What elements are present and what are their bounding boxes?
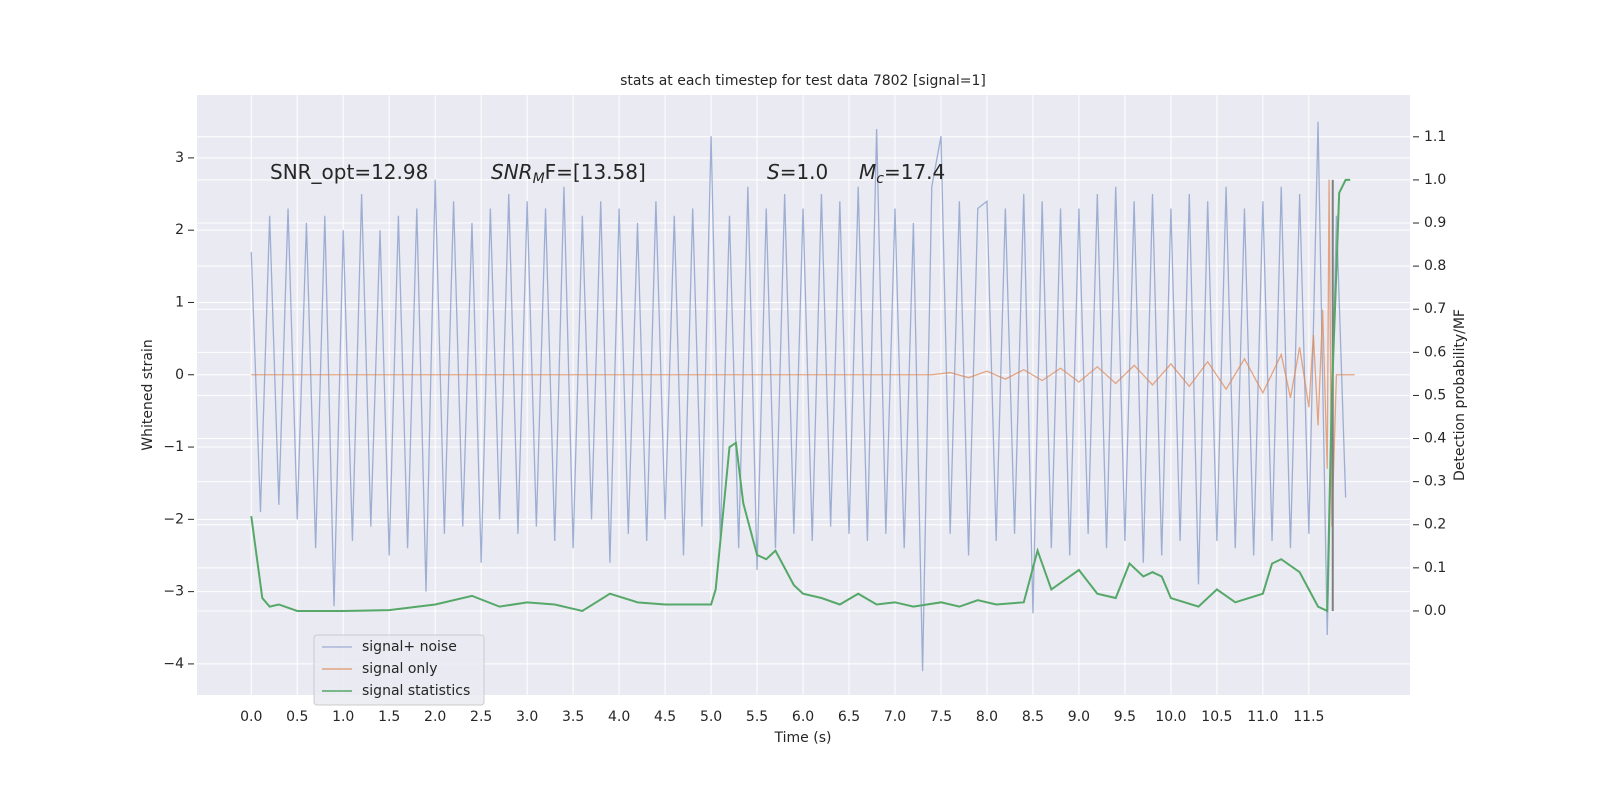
y-tick-label: 1 — [175, 294, 184, 310]
annotation-part: M — [859, 160, 876, 184]
y2-tick-label: 0.2 — [1424, 517, 1446, 533]
x-tick-label: 8.5 — [1022, 709, 1044, 725]
x-tick-label: 0.0 — [240, 709, 262, 725]
legend-label: signal only — [362, 661, 437, 677]
y2-tick-label: 0.4 — [1424, 431, 1446, 447]
x-tick-label: 3.5 — [562, 709, 584, 725]
y-axis-label: Whitened strain — [140, 339, 156, 450]
legend-label: signal+ noise — [362, 639, 457, 655]
legend-label: signal statistics — [362, 683, 470, 699]
y-tick-label: 2 — [175, 222, 184, 238]
y-tick-label: −4 — [163, 656, 184, 672]
series-line — [250, 121, 1347, 672]
chart-title: stats at each timestep for test data 780… — [620, 73, 986, 89]
annotation-part: SNR_opt=12.98 — [270, 160, 428, 184]
y2-tick-label: 0.0 — [1424, 603, 1446, 619]
x-tick-label: 2.0 — [424, 709, 446, 725]
annotation: SNRMF=[13.58] — [491, 160, 646, 188]
annotation-part: c — [876, 171, 884, 187]
x-axis-label: Time (s) — [774, 730, 832, 746]
x-tick-label: 11.0 — [1247, 709, 1278, 725]
y-tick-label: 3 — [175, 150, 184, 166]
y-tick-label: −1 — [163, 439, 184, 455]
x-tick-label: 9.0 — [1068, 709, 1090, 725]
x-tick-label: 7.0 — [884, 709, 906, 725]
annotation-part: =17.4 — [884, 160, 945, 184]
x-tick-label: 4.5 — [654, 709, 676, 725]
legend-box — [313, 634, 485, 706]
x-tick-label: 6.5 — [838, 709, 860, 725]
y2-axis-label: Detection probability/MF — [1452, 309, 1468, 481]
annotation: Mc=17.4 — [859, 160, 945, 188]
series-line — [250, 178, 1351, 613]
series-line — [251, 179, 1355, 527]
x-tick-label: 11.5 — [1293, 709, 1324, 725]
annotation: S=1.0 — [767, 160, 828, 184]
x-tick-label: 1.0 — [332, 709, 354, 725]
x-tick-label: 6.0 — [792, 709, 814, 725]
y2-tick-label: 1.1 — [1424, 129, 1446, 145]
x-tick-label: 3.0 — [516, 709, 538, 725]
x-tick-label: 4.0 — [608, 709, 630, 725]
x-tick-label: 10.5 — [1201, 709, 1232, 725]
y2-tick-label: 0.7 — [1424, 301, 1446, 317]
annotation-part: M — [533, 171, 545, 187]
x-tick-label: 5.5 — [746, 709, 768, 725]
x-tick-label: 9.5 — [1114, 709, 1136, 725]
x-tick-label: 10.0 — [1155, 709, 1186, 725]
x-tick-label: 1.5 — [378, 709, 400, 725]
x-tick-label: 5.0 — [700, 709, 722, 725]
y2-tick-label: 0.9 — [1424, 215, 1446, 231]
y2-tick-label: 0.1 — [1424, 560, 1446, 576]
y-tick-label: −2 — [163, 511, 184, 527]
annotation-part: F=[13.58] — [545, 160, 646, 184]
x-tick-label: 0.5 — [286, 709, 308, 725]
annotation-part: SNR — [491, 160, 533, 184]
labels: 0.0 0.5 1.0 1.5 2.0 2.5 3.0 3.5 4.0 4.5 5.0 5.5 6.0 6… — [163, 129, 1446, 725]
annotation-part: =1.0 — [780, 160, 829, 184]
annotation: SNR_opt=12.98 — [270, 160, 428, 184]
y2-tick-label: 0.6 — [1424, 344, 1446, 360]
y2-tick-label: 0.5 — [1424, 387, 1446, 403]
y2-tick-label: 0.3 — [1424, 474, 1446, 490]
annotation-part: S — [767, 160, 780, 184]
x-tick-label: 8.0 — [976, 709, 998, 725]
x-tick-label: 7.5 — [930, 709, 952, 725]
y-tick-label: −3 — [163, 584, 184, 600]
y2-tick-label: 1.0 — [1424, 172, 1446, 188]
y2-tick-label: 0.8 — [1424, 258, 1446, 274]
x-tick-label: 2.5 — [470, 709, 492, 725]
y-tick-label: 0 — [175, 367, 184, 383]
marks — [250, 121, 1355, 672]
